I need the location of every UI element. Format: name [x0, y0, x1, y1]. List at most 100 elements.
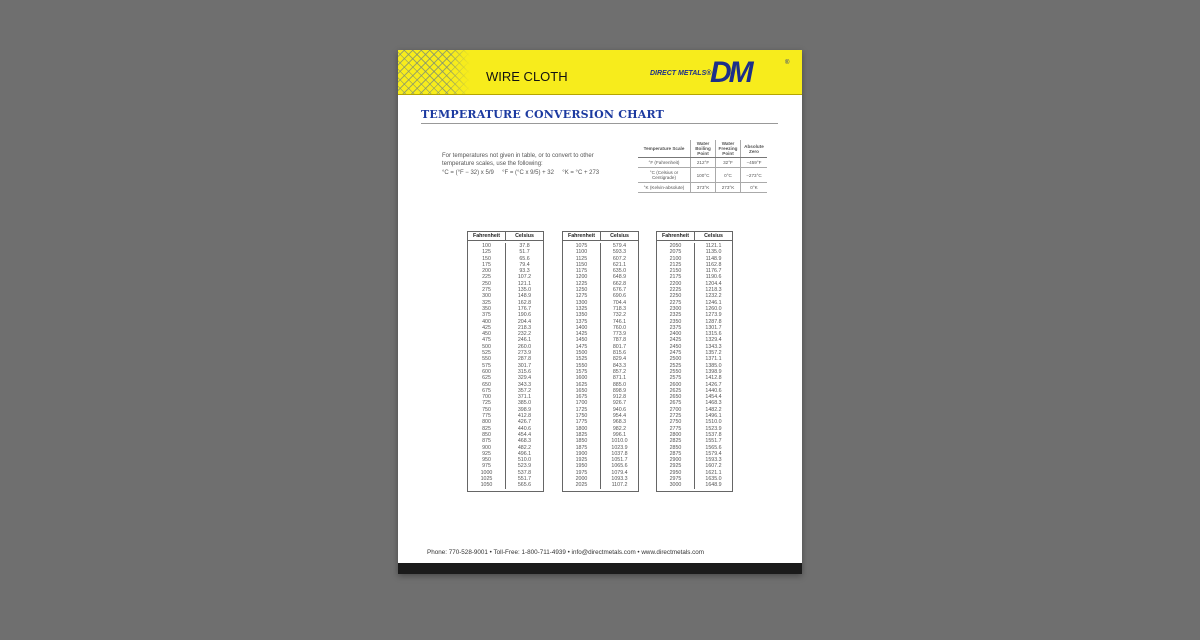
table-row: 925 496.1: [468, 450, 543, 458]
fahrenheit-cell: 2425: [657, 337, 695, 344]
fahrenheit-cell: 150: [468, 255, 506, 262]
celsius-cell: 746.1: [612, 318, 627, 325]
celsius-cell: 440.6: [517, 425, 532, 432]
fahrenheit-cell: 1225: [563, 280, 601, 288]
conversion-table-1: Fahrenheit Celsius 100 37.8 125 51.7 150 65.6 17…: [467, 231, 544, 492]
fahrenheit-cell: 2725: [657, 413, 695, 420]
table-row: 600 315.6: [468, 368, 543, 376]
celsius-cell: 398.9: [517, 406, 532, 413]
celsius-cell: 704.4: [612, 299, 627, 306]
celsius-cell: 1135.0: [705, 249, 722, 256]
table-row: 2975 1635.0: [657, 475, 732, 483]
table-row: 1400 760.0: [563, 324, 638, 332]
table-row: 1125 607.2: [563, 255, 638, 262]
table-row: 2950 1621.1: [657, 469, 732, 476]
fahrenheit-cell: 700: [468, 394, 506, 401]
col-header: Water Freezing Point: [715, 140, 741, 158]
cell: 273°K: [715, 182, 741, 193]
table-row: 900 482.2: [468, 444, 543, 451]
fahrenheit-cell: 2950: [657, 469, 695, 476]
cell: 0°C: [715, 167, 741, 183]
table-row: 2225 1218.3: [657, 287, 732, 294]
fahrenheit-cell: 2875: [657, 450, 695, 458]
fahrenheit-cell: 225: [468, 274, 506, 281]
table-row: 1450 787.8: [563, 337, 638, 344]
fahrenheit-cell: 2625: [657, 387, 695, 395]
fahrenheit-cell: 2800: [657, 431, 695, 439]
table-row: 575 301.7: [468, 362, 543, 369]
celsius-cell: 1371.1: [705, 356, 722, 363]
celsius-cell: 1385.0: [705, 362, 722, 369]
fahrenheit-cell: 1700: [563, 400, 601, 407]
table-row: 2675 1468.3: [657, 400, 732, 407]
table-row: 1150 621.1: [563, 261, 638, 269]
fahrenheit-cell: 825: [468, 425, 506, 432]
fahrenheit-cell: 125: [468, 249, 506, 256]
celsius-cell: 190.6: [517, 312, 532, 319]
fahrenheit-cell: 2925: [657, 463, 695, 470]
celsius-cell: 885.0: [612, 381, 627, 388]
table-row: 750 398.9: [468, 406, 543, 414]
table-row: 400 204.4: [468, 318, 543, 325]
celsius-cell: 1218.3: [705, 287, 722, 294]
celsius-cell: 1398.9: [705, 368, 722, 375]
fahrenheit-cell: 2250: [657, 293, 695, 300]
table-row: 125 51.7: [468, 249, 543, 256]
fahrenheit-cell: 2125: [657, 261, 695, 269]
fahrenheit-cell: 1350: [563, 312, 601, 319]
fahrenheit-cell: 1900: [563, 450, 601, 458]
celsius-cell: 926.7: [612, 400, 627, 407]
celsius-cell: 968.3: [612, 419, 627, 426]
fahrenheit-cell: 1150: [563, 261, 601, 269]
table-row: 1950 1065.6: [563, 463, 638, 470]
cell: °K (Kelvin-absolute): [638, 182, 691, 193]
conversion-table-2: Fahrenheit Celsius 1075 579.4 1100 593.3 1125 6…: [562, 231, 639, 492]
fahrenheit-cell: 2650: [657, 394, 695, 401]
table-row: 1575 857.2: [563, 368, 638, 376]
table-row: 2250 1232.2: [657, 293, 732, 300]
fahrenheit-cell: 2600: [657, 381, 695, 388]
fahrenheit-cell: 1375: [563, 318, 601, 325]
table-row: 2475 1357.2: [657, 350, 732, 357]
fahrenheit-cell: 1050: [468, 482, 506, 489]
celsius-cell: 829.4: [612, 356, 627, 363]
table-row: 850 454.4: [468, 431, 543, 439]
fahrenheit-cell: 2550: [657, 368, 695, 376]
cell: 100°C: [690, 167, 716, 183]
cell: 32°F: [715, 157, 741, 168]
celsius-cell: 871.1: [612, 375, 627, 382]
fahrenheit-cell: 200: [468, 268, 506, 275]
celsius-header: Celsius: [515, 233, 534, 239]
celsius-cell: 232.2: [517, 331, 532, 338]
table-row: 2500 1371.1: [657, 356, 732, 363]
celsius-cell: 551.7: [517, 475, 532, 482]
table-row: 1050 565.6: [468, 482, 543, 489]
table-row: 2850 1565.6: [657, 444, 732, 451]
celsius-cell: 37.8: [519, 243, 530, 249]
wire-mesh-image: [398, 50, 470, 94]
table-body: 100 37.8 125 51.7 150 65.6 175 79.4 200 93.3 225 10…: [468, 241, 543, 491]
table-header: Fahrenheit Celsius: [563, 231, 638, 241]
registered-mark: ®: [785, 60, 790, 66]
table-row: 1925 1051.7: [563, 457, 638, 464]
table-row: 2075 1135.0: [657, 249, 732, 256]
fahrenheit-cell: 2975: [657, 475, 695, 483]
table-row: 2700 1482.2: [657, 406, 732, 414]
table-row: 100 37.8: [468, 243, 543, 250]
fahrenheit-cell: 2400: [657, 331, 695, 338]
celsius-cell: 1148.9: [705, 255, 722, 262]
celsius-cell: 1107.2: [611, 482, 628, 489]
table-row: 1975 1079.4: [563, 469, 638, 476]
fahrenheit-cell: 2100: [657, 255, 695, 262]
fahrenheit-cell: 1525: [563, 356, 601, 363]
table-row: 775 412.8: [468, 413, 543, 420]
table-row: 1775 968.3: [563, 419, 638, 426]
celsius-cell: 1426.7: [705, 381, 722, 388]
celsius-cell: 412.8: [517, 413, 532, 420]
fahrenheit-cell: 2825: [657, 438, 695, 445]
celsius-cell: 1329.4: [705, 337, 722, 344]
celsius-cell: 510.0: [517, 457, 532, 464]
celsius-cell: 357.2: [517, 387, 532, 394]
table-row: 725 385.0: [468, 400, 543, 407]
celsius-cell: 1440.6: [705, 387, 722, 394]
